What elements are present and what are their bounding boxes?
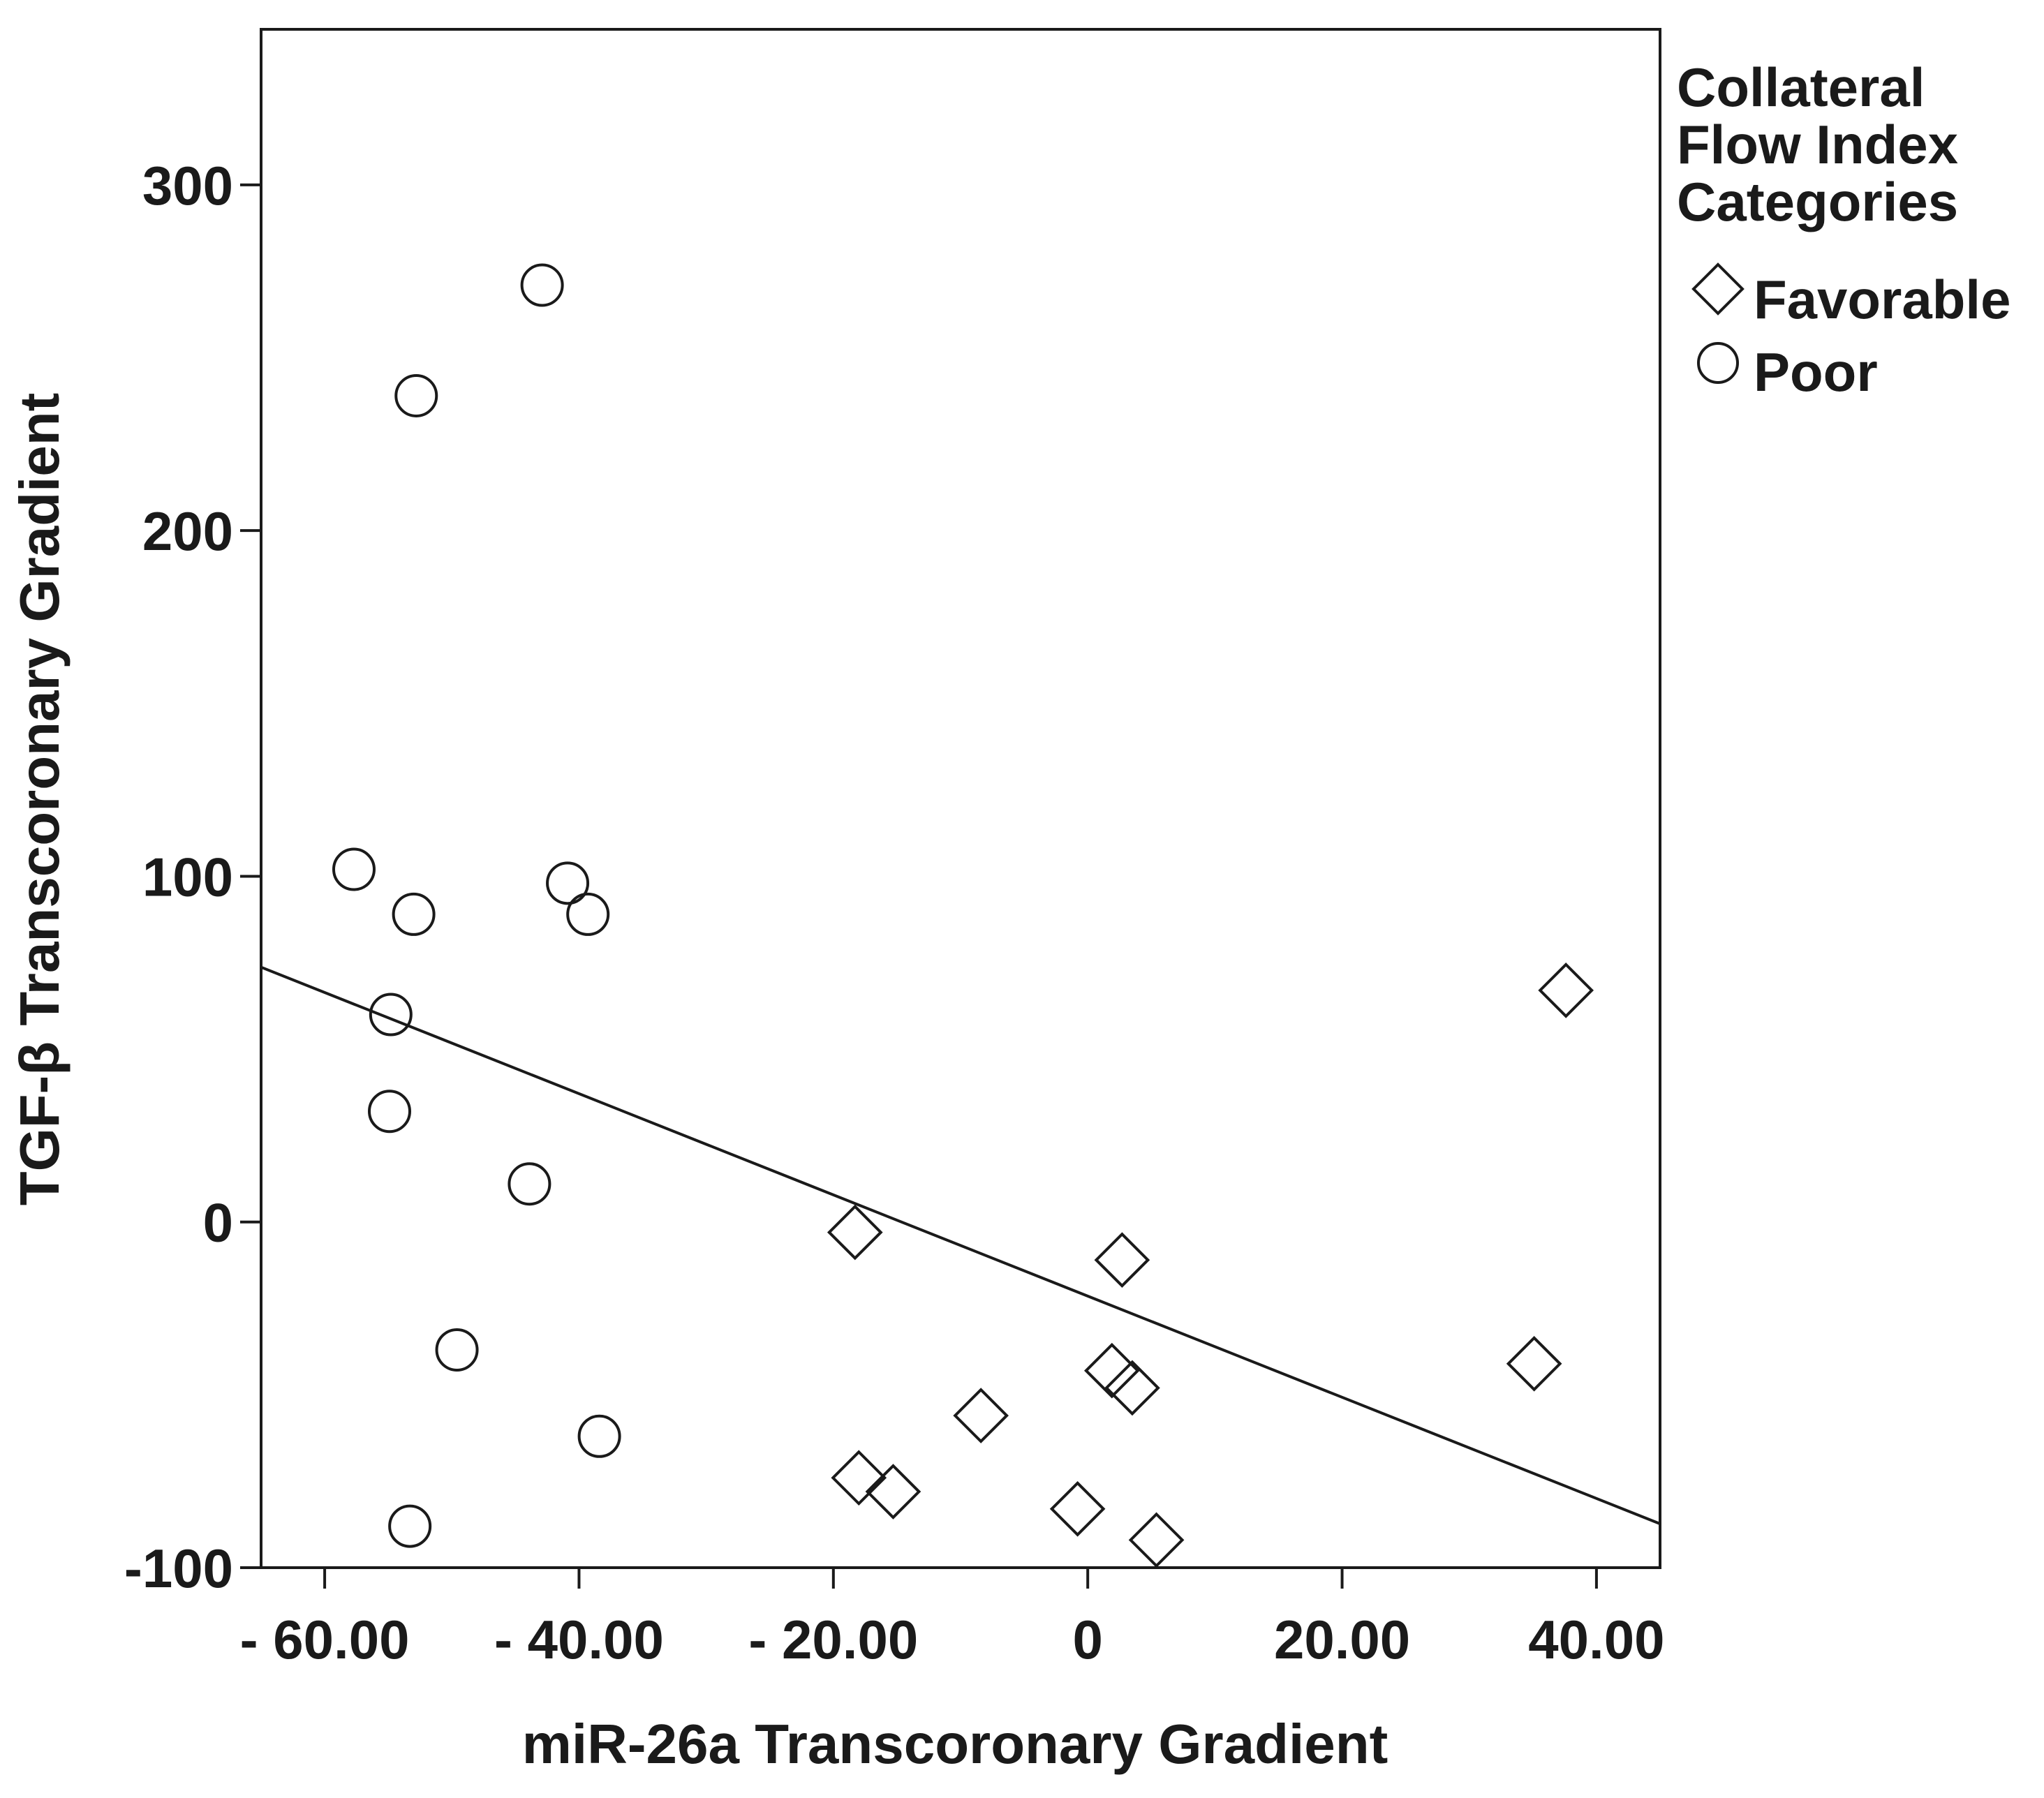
x-axis: - 60.00 - 40.00 - 20.00 0 20.00 40.00 (240, 1568, 1665, 1670)
point-favorable (953, 1388, 1009, 1443)
point-poor (392, 892, 436, 936)
x-tick-label: 20.00 (1274, 1609, 1410, 1670)
legend-label-poor: Poor (1754, 341, 1878, 403)
point-poor (566, 892, 610, 936)
point-poor (388, 1504, 432, 1548)
point-poor (577, 1414, 621, 1458)
legend-title-line-3: Categories (1677, 171, 1958, 232)
data-points (332, 263, 1594, 1568)
point-poor (435, 1328, 479, 1372)
point-favorable (831, 1450, 887, 1506)
point-poor (546, 861, 590, 905)
legend-marker-favorable (1691, 262, 1745, 315)
point-favorable (1506, 1335, 1562, 1392)
fit-line (260, 965, 1661, 1525)
legend: Collateral Flow Index Categories Favorab… (1677, 57, 2010, 403)
x-tick-label: 40.00 (1528, 1609, 1664, 1670)
point-favorable (1128, 1512, 1185, 1568)
point-poor (369, 993, 413, 1037)
point-favorable (1538, 963, 1594, 1018)
x-tick-label: - 20.00 (748, 1609, 918, 1670)
point-poor (332, 847, 376, 891)
point-favorable (865, 1464, 921, 1520)
y-tick-label: 0 (203, 1192, 233, 1254)
y-tick-label: -100 (124, 1538, 233, 1599)
point-poor (508, 1162, 551, 1206)
point-poor (394, 373, 438, 417)
point-favorable (1083, 1342, 1140, 1399)
point-favorable (1104, 1360, 1160, 1416)
point-favorable (827, 1204, 883, 1261)
legend-title-line-2: Flow Index (1677, 114, 1958, 175)
y-tick-label: 200 (142, 500, 233, 562)
y-axis-title: TGF-β Transcoronary Gradient (8, 393, 71, 1206)
plot-area (260, 263, 1661, 1568)
legend-title-line-1: Collateral (1677, 57, 1925, 118)
point-poor (368, 1090, 412, 1134)
legend-marker-poor (1697, 342, 1739, 384)
x-tick-label: - 60.00 (240, 1609, 410, 1670)
x-tick-label: - 40.00 (494, 1609, 664, 1670)
point-poor (520, 263, 564, 307)
plot-frame (260, 28, 1661, 1569)
legend-label-favorable: Favorable (1754, 269, 2010, 330)
y-tick-label: 300 (142, 155, 233, 216)
point-favorable (1049, 1480, 1106, 1537)
y-axis: -100 0 100 200 300 (124, 155, 261, 1599)
x-axis-title: miR-26a Transcoronary Gradient (522, 1713, 1388, 1775)
y-tick-label: 100 (142, 846, 233, 907)
x-tick-label: 0 (1072, 1609, 1102, 1670)
point-favorable (1094, 1232, 1150, 1288)
